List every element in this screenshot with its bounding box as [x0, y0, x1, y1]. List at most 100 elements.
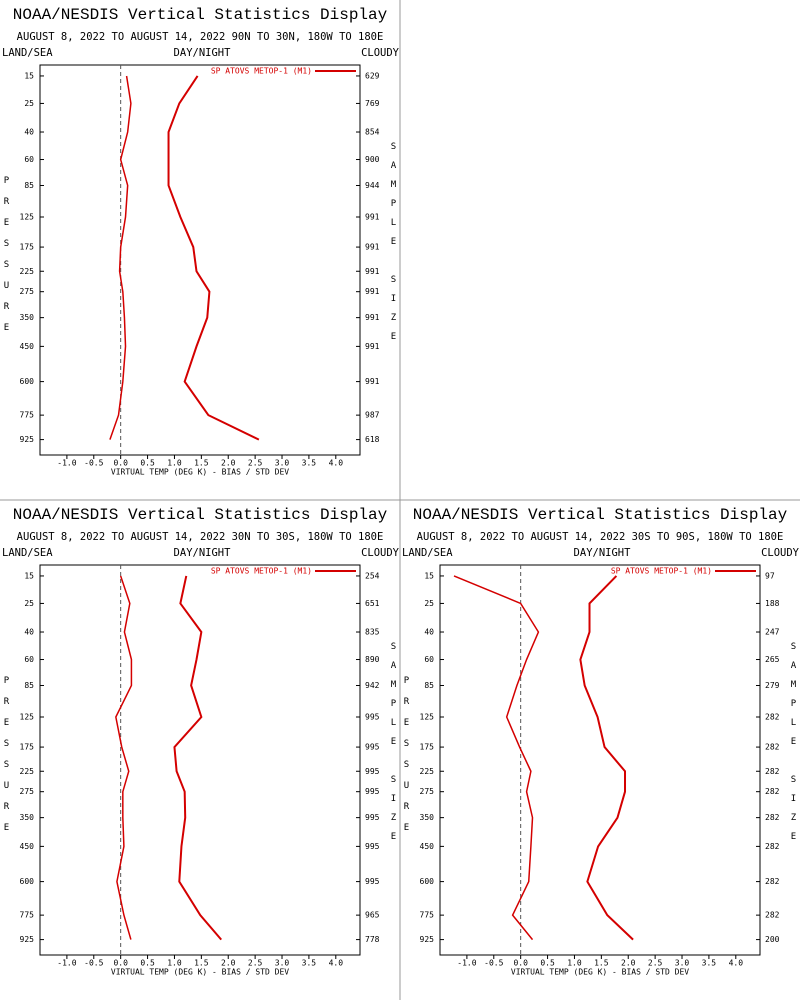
sample-size-label: 282 — [765, 712, 780, 721]
y-tick-label: 40 — [424, 628, 434, 637]
x-tick-label: 3.0 — [675, 959, 690, 968]
y-tick-label: 85 — [24, 681, 34, 690]
legend-label: SP ATOVS METOP-1 (M1) — [211, 67, 312, 76]
day-night-label: DAY/NIGHT — [174, 47, 232, 59]
sample-size-label: 942 — [365, 681, 380, 690]
sample-size-label: 254 — [365, 571, 380, 580]
x-tick-label: 1.0 — [567, 959, 582, 968]
sample-size-label: 991 — [365, 342, 380, 351]
sample-size-label: 282 — [765, 877, 780, 886]
cloudy-label: CLOUDY — [361, 47, 400, 59]
y-tick-label: 925 — [420, 935, 435, 944]
y-tick-label: 275 — [20, 287, 35, 296]
x-tick-label: 0.5 — [540, 959, 555, 968]
legend-label: SP ATOVS METOP-1 (M1) — [211, 567, 312, 576]
y-tick-label: 25 — [24, 599, 34, 608]
land-sea-label: LAND/SEA — [402, 547, 453, 559]
std-dev-line — [173, 575, 223, 941]
sample-size-label: 769 — [365, 99, 380, 108]
sample-size-label: 282 — [765, 842, 780, 851]
sample-size-label: 854 — [365, 128, 380, 137]
x-tick-label: -0.5 — [484, 959, 503, 968]
sample-size-label: 995 — [365, 842, 380, 851]
x-tick-label: 1.0 — [167, 459, 182, 468]
x-tick-label: -0.5 — [84, 459, 103, 468]
sample-size-label: 991 — [365, 377, 380, 386]
chart-title: NOAA/NESDIS Vertical Statistics Display — [413, 506, 788, 524]
x-tick-label: -0.5 — [84, 959, 103, 968]
sample-size-label: 265 — [765, 655, 780, 664]
x-tick-label: 2.0 — [221, 459, 236, 468]
chart-title: NOAA/NESDIS Vertical Statistics Display — [13, 506, 388, 524]
sample-size-label: 282 — [765, 787, 780, 796]
chart-panel: NOAA/NESDIS Vertical Statistics Display A… — [2, 506, 400, 976]
x-axis-label: VIRTUAL TEMP (DEG K) - BIAS / STD DEV — [111, 968, 289, 977]
y-tick-label: 600 — [420, 877, 435, 886]
sample-size-label: 835 — [365, 628, 380, 637]
day-night-label: DAY/NIGHT — [174, 547, 232, 559]
y-tick-label: 275 — [420, 787, 435, 796]
y-tick-label: 15 — [24, 571, 34, 580]
x-tick-label: 1.5 — [594, 959, 609, 968]
y-tick-label: 175 — [20, 743, 35, 752]
x-tick-label: 0.0 — [113, 459, 128, 468]
chart-subtitle: AUGUST 8, 2022 TO AUGUST 14, 2022 30S TO… — [417, 531, 784, 543]
y-tick-label: 450 — [420, 842, 435, 851]
sample-size-axis-label: SAMPLE SIZE — [389, 142, 399, 351]
y-axis-label: PRESSURE — [402, 676, 412, 844]
y-tick-label: 450 — [20, 842, 35, 851]
y-tick-label: 60 — [424, 655, 434, 664]
x-tick-label: 1.0 — [167, 959, 182, 968]
x-tick-label: 1.5 — [194, 459, 209, 468]
sample-size-label: 900 — [365, 155, 380, 164]
bias-line — [109, 75, 132, 440]
x-tick-label: -1.0 — [57, 459, 76, 468]
y-tick-label: 225 — [420, 767, 435, 776]
x-tick-label: 3.5 — [302, 459, 317, 468]
y-tick-label: 600 — [20, 377, 35, 386]
sample-size-label: 991 — [365, 287, 380, 296]
sample-size-axis-label: SAMPLE SIZE — [789, 642, 799, 851]
sample-size-label: 618 — [365, 435, 380, 444]
sample-size-label: 890 — [365, 655, 380, 664]
sample-size-label: 282 — [765, 813, 780, 822]
y-tick-label: 175 — [20, 243, 35, 252]
x-tick-label: 0.5 — [140, 459, 155, 468]
x-axis-label: VIRTUAL TEMP (DEG K) - BIAS / STD DEV — [511, 968, 689, 977]
sample-size-label: 282 — [765, 911, 780, 920]
y-tick-label: 175 — [420, 743, 435, 752]
y-tick-label: 125 — [420, 712, 435, 721]
y-tick-label: 85 — [424, 681, 434, 690]
sample-size-label: 944 — [365, 181, 380, 190]
x-tick-label: 4.0 — [329, 459, 344, 468]
x-tick-label: 1.5 — [194, 959, 209, 968]
x-tick-label: 3.5 — [302, 959, 317, 968]
y-tick-label: 15 — [424, 571, 434, 580]
y-tick-label: 925 — [20, 935, 35, 944]
x-axis-label: VIRTUAL TEMP (DEG K) - BIAS / STD DEV — [111, 468, 289, 477]
sample-size-label: 995 — [365, 877, 380, 886]
y-tick-label: 25 — [424, 599, 434, 608]
x-tick-label: 4.0 — [329, 959, 344, 968]
y-tick-label: 60 — [24, 155, 34, 164]
x-tick-label: 2.5 — [248, 459, 263, 468]
x-tick-label: 0.0 — [113, 959, 128, 968]
sample-size-label: 991 — [365, 243, 380, 252]
sample-size-label: 995 — [365, 767, 380, 776]
sample-size-label: 200 — [765, 935, 780, 944]
bias-line — [115, 575, 133, 940]
sample-size-label: 991 — [365, 212, 380, 221]
y-tick-label: 775 — [420, 911, 435, 920]
chart-subtitle: AUGUST 8, 2022 TO AUGUST 14, 2022 30N TO… — [17, 531, 384, 543]
y-tick-label: 125 — [20, 712, 35, 721]
land-sea-label: LAND/SEA — [2, 547, 53, 559]
y-tick-label: 225 — [20, 767, 35, 776]
y-tick-label: 350 — [20, 313, 35, 322]
plot-frame — [439, 564, 761, 956]
x-tick-label: 0.5 — [140, 959, 155, 968]
y-tick-label: 275 — [20, 787, 35, 796]
plot-frame — [39, 64, 361, 456]
y-axis-label: PRESSURE — [2, 176, 12, 344]
y-tick-label: 15 — [24, 71, 34, 80]
